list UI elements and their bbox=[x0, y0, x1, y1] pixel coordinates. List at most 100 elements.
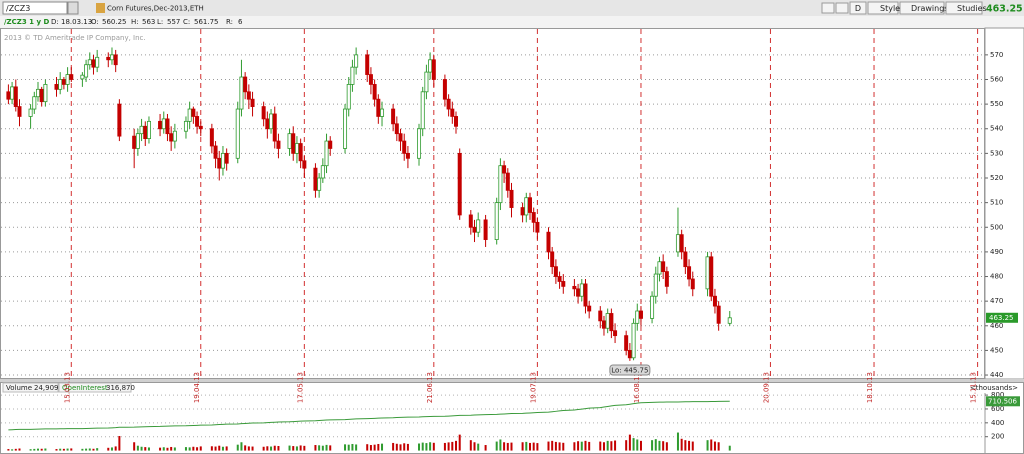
candle-body bbox=[524, 197, 529, 216]
candle-body bbox=[531, 212, 536, 223]
volume-bar bbox=[159, 447, 162, 451]
studies-button-label[interactable]: Studies bbox=[957, 4, 987, 13]
candle-body bbox=[380, 108, 385, 117]
candle-body bbox=[146, 120, 151, 140]
candle-body bbox=[624, 335, 629, 351]
candle-body bbox=[535, 221, 540, 233]
candle-body bbox=[405, 152, 410, 159]
volume-bar bbox=[665, 442, 668, 451]
volume-bar bbox=[236, 444, 239, 451]
volume-bar bbox=[536, 443, 539, 451]
description: Corn Futures,Dec-2013,ETH bbox=[107, 5, 204, 13]
volume-bar bbox=[366, 444, 369, 451]
candle-body bbox=[576, 288, 581, 297]
volume-bar bbox=[321, 445, 324, 451]
volume-bar bbox=[11, 449, 14, 451]
volume-bar bbox=[377, 443, 380, 451]
volume-bar bbox=[395, 443, 398, 451]
candle-body bbox=[10, 86, 15, 100]
drawings-button-label[interactable]: Drawings bbox=[911, 4, 948, 13]
period-button[interactable] bbox=[849, 1, 867, 15]
volume-bar bbox=[606, 440, 609, 451]
candle-body bbox=[583, 283, 588, 307]
studies-button[interactable] bbox=[945, 1, 983, 15]
volume-bar bbox=[625, 440, 628, 451]
candle-body bbox=[291, 133, 296, 154]
volume-bar bbox=[166, 447, 169, 451]
symbol-icon bbox=[96, 3, 105, 13]
symbol-dropdown[interactable] bbox=[67, 1, 79, 15]
volume-bar bbox=[728, 445, 731, 451]
volume-bar bbox=[688, 440, 691, 451]
candle-body bbox=[135, 133, 140, 149]
candle-body bbox=[572, 285, 577, 290]
x-tick-label: 15.03.13 bbox=[63, 372, 71, 403]
low-box bbox=[609, 364, 651, 376]
volume-bar bbox=[662, 441, 665, 451]
y-tick-label: 800 bbox=[991, 391, 1004, 399]
tool-icon[interactable] bbox=[835, 2, 849, 14]
candle-body bbox=[172, 130, 177, 142]
candle-body bbox=[217, 157, 222, 169]
volume-bar bbox=[262, 446, 265, 451]
candle-body bbox=[246, 91, 251, 100]
candle-body bbox=[235, 108, 240, 159]
candle-body bbox=[139, 125, 144, 135]
x-tick-label: 21.06.13 bbox=[426, 372, 434, 403]
y-tick-label: 400 bbox=[991, 419, 1004, 427]
volume-bar bbox=[214, 446, 217, 451]
tool-icon[interactable] bbox=[821, 2, 835, 14]
volume-bar bbox=[29, 449, 32, 451]
candle-body bbox=[587, 305, 592, 312]
candle-body bbox=[365, 54, 370, 75]
volume-bar bbox=[184, 447, 187, 451]
candle-body bbox=[553, 266, 558, 277]
volume-bar bbox=[314, 445, 317, 451]
volume-bar bbox=[218, 445, 221, 451]
candle-body bbox=[509, 189, 514, 208]
candle-body bbox=[472, 226, 477, 233]
candle-body bbox=[106, 56, 111, 61]
candle-body bbox=[354, 54, 359, 68]
volume-bar bbox=[610, 441, 613, 451]
high-value: 563 bbox=[142, 18, 155, 26]
volume-bar bbox=[562, 442, 565, 451]
symbol[interactable]: /ZCZ3 bbox=[6, 4, 30, 13]
candle-body bbox=[84, 64, 89, 78]
volume-bar bbox=[344, 444, 347, 451]
candle-body bbox=[675, 234, 680, 253]
candle-body bbox=[58, 79, 63, 90]
candle-body bbox=[69, 74, 74, 80]
volume-bar bbox=[599, 441, 602, 451]
volume-bar bbox=[573, 442, 576, 451]
symbol-input[interactable] bbox=[2, 1, 68, 15]
candle-body bbox=[95, 56, 100, 68]
candle-body bbox=[664, 271, 669, 287]
volume-bar bbox=[292, 446, 295, 451]
volume-bar bbox=[36, 448, 39, 451]
period-button-label[interactable]: D bbox=[855, 4, 861, 13]
volume-bar bbox=[251, 446, 254, 451]
candle-body bbox=[476, 219, 481, 233]
y-tick-label: 460 bbox=[990, 322, 1003, 330]
date-value: 18.03.13 bbox=[61, 18, 92, 26]
candle-body bbox=[317, 177, 322, 191]
x-tick-label: 19.07.13 bbox=[529, 372, 537, 403]
volume-bar bbox=[33, 448, 36, 451]
last-price-label: 463.25 bbox=[989, 314, 1014, 322]
volume-bar bbox=[199, 446, 202, 451]
volume-bar bbox=[66, 448, 69, 451]
volume-bar bbox=[303, 445, 306, 451]
volume-bar bbox=[499, 439, 502, 451]
volume-bar bbox=[373, 444, 376, 451]
style-button[interactable] bbox=[867, 1, 899, 15]
style-button-label[interactable]: Style bbox=[880, 4, 900, 13]
y-tick-label: 530 bbox=[990, 149, 1003, 157]
price-panel bbox=[0, 28, 985, 379]
volume-bar bbox=[329, 445, 332, 451]
volume-bar bbox=[347, 444, 350, 451]
candle-body bbox=[132, 135, 137, 149]
volume-bar bbox=[484, 445, 487, 451]
drawings-button[interactable] bbox=[899, 1, 945, 15]
candle-body bbox=[343, 108, 348, 149]
